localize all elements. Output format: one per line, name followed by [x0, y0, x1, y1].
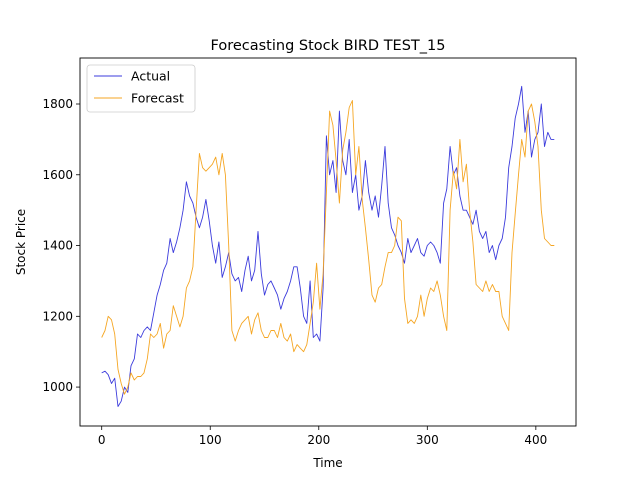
y-axis: 1000 1200 1400 1600 1800 — [42, 97, 80, 394]
chart-title: Forecasting Stock BIRD TEST_15 — [211, 38, 446, 54]
x-axis: 0 100 200 300 400 — [98, 426, 547, 447]
x-axis-label: Time — [312, 456, 342, 470]
x-tick-label: 100 — [199, 433, 222, 447]
y-tick-label: 1000 — [42, 380, 73, 394]
legend-box — [86, 64, 196, 113]
legend-label-forecast: Forecast — [131, 91, 184, 106]
y-tick-label: 1200 — [42, 309, 73, 323]
y-tick-label: 1400 — [42, 239, 73, 253]
x-tick-label: 300 — [416, 433, 439, 447]
x-tick-label: 0 — [98, 433, 106, 447]
plot-frame — [79, 57, 577, 427]
y-tick-label: 1600 — [42, 168, 73, 182]
x-tick-label: 400 — [524, 433, 547, 447]
x-tick-label: 200 — [307, 433, 330, 447]
y-axis-label: Stock Price — [14, 209, 28, 275]
y-tick-label: 1800 — [42, 97, 73, 111]
legend-label-actual: Actual — [131, 69, 170, 84]
plot-lines — [101, 85, 555, 407]
series-line-forecast — [101, 100, 555, 395]
legend: Actual Forecast — [86, 64, 196, 113]
